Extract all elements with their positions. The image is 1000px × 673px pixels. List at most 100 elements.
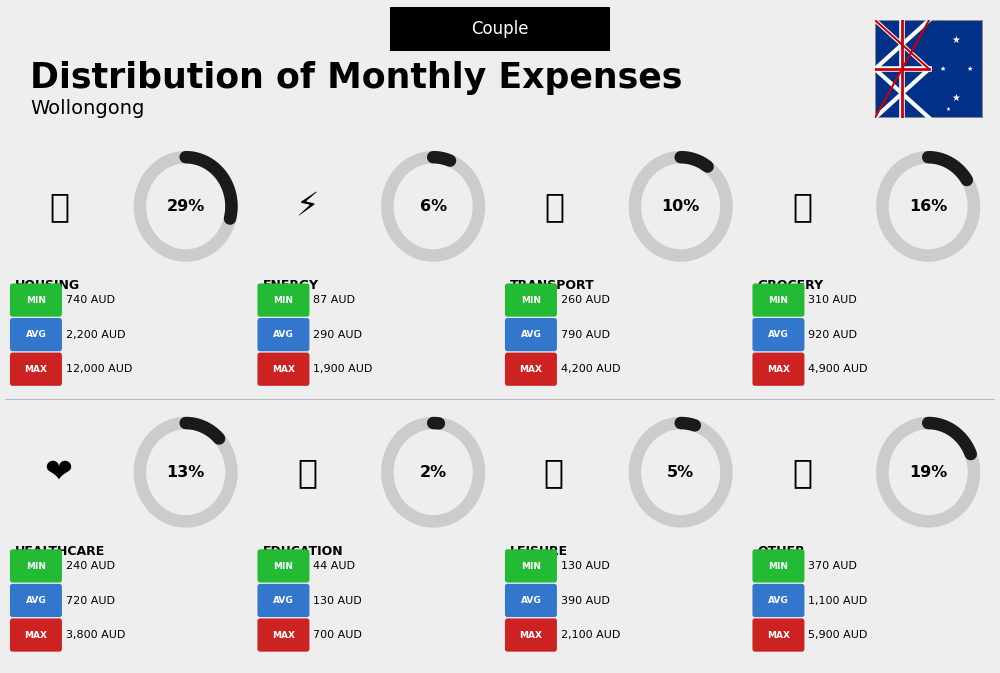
Text: MIN: MIN [26,561,46,571]
Text: 130 AUD: 130 AUD [313,596,362,606]
Text: 10%: 10% [662,199,700,214]
FancyBboxPatch shape [752,283,804,317]
FancyBboxPatch shape [257,584,309,617]
Text: 390 AUD: 390 AUD [561,596,610,606]
Text: ★: ★ [945,108,950,112]
Text: LEISURE: LEISURE [510,545,568,559]
Text: 1,100 AUD: 1,100 AUD [808,596,867,606]
FancyBboxPatch shape [505,618,557,651]
Text: AVG: AVG [521,330,541,339]
Text: 240 AUD: 240 AUD [66,561,115,571]
Text: Couple: Couple [471,20,529,38]
FancyBboxPatch shape [257,283,309,317]
Text: Wollongong: Wollongong [30,100,144,118]
Text: 720 AUD: 720 AUD [66,596,115,606]
Text: MIN: MIN [768,295,788,305]
FancyBboxPatch shape [257,318,309,351]
Text: MAX: MAX [519,631,542,639]
Text: 310 AUD: 310 AUD [808,295,857,306]
Text: HOUSING: HOUSING [15,279,80,293]
FancyBboxPatch shape [257,549,309,583]
Text: AVG: AVG [521,596,541,605]
Text: 290 AUD: 290 AUD [313,330,362,340]
Text: 1,900 AUD: 1,900 AUD [313,364,373,374]
Text: ★: ★ [952,35,960,44]
Text: AVG: AVG [273,330,294,339]
Text: ❤️: ❤️ [45,456,73,489]
Text: MIN: MIN [273,561,293,571]
Text: MAX: MAX [767,631,790,639]
Text: 4,200 AUD: 4,200 AUD [561,364,620,374]
Text: 370 AUD: 370 AUD [808,561,857,571]
FancyBboxPatch shape [10,618,62,651]
FancyBboxPatch shape [752,353,804,386]
Text: 19%: 19% [909,465,947,480]
Text: OTHER: OTHER [757,545,805,559]
Text: 🎓: 🎓 [297,456,317,489]
Text: AVG: AVG [26,596,46,605]
Text: Distribution of Monthly Expenses: Distribution of Monthly Expenses [30,61,682,95]
FancyBboxPatch shape [505,318,557,351]
Text: 12,000 AUD: 12,000 AUD [66,364,132,374]
FancyBboxPatch shape [752,549,804,583]
Text: AVG: AVG [768,596,789,605]
FancyBboxPatch shape [390,7,610,51]
Text: MAX: MAX [767,365,790,374]
Text: 260 AUD: 260 AUD [561,295,610,306]
Text: 2,200 AUD: 2,200 AUD [66,330,125,340]
Text: AVG: AVG [26,330,46,339]
FancyBboxPatch shape [257,618,309,651]
Text: MIN: MIN [768,561,788,571]
Text: 790 AUD: 790 AUD [561,330,610,340]
Text: 13%: 13% [167,465,205,480]
Text: 130 AUD: 130 AUD [561,561,609,571]
FancyBboxPatch shape [10,549,62,583]
FancyBboxPatch shape [10,318,62,351]
Text: MAX: MAX [272,631,295,639]
Text: AVG: AVG [768,330,789,339]
FancyBboxPatch shape [505,283,557,317]
Text: 920 AUD: 920 AUD [808,330,857,340]
Text: GROCERY: GROCERY [757,279,824,293]
FancyBboxPatch shape [752,318,804,351]
Text: 4,900 AUD: 4,900 AUD [808,364,868,374]
FancyBboxPatch shape [752,618,804,651]
FancyBboxPatch shape [257,353,309,386]
Text: 29%: 29% [167,199,205,214]
FancyBboxPatch shape [505,584,557,617]
Text: MAX: MAX [519,365,542,374]
FancyBboxPatch shape [505,353,557,386]
FancyBboxPatch shape [752,584,804,617]
Text: 87 AUD: 87 AUD [313,295,355,306]
Text: 16%: 16% [909,199,947,214]
Text: 👜: 👜 [792,456,812,489]
Text: ★: ★ [939,66,946,72]
Text: MIN: MIN [273,295,293,305]
FancyBboxPatch shape [10,283,62,317]
Text: 🛍️: 🛍️ [544,456,564,489]
Text: ★: ★ [952,94,960,103]
Text: 700 AUD: 700 AUD [313,630,362,640]
Text: 🚌: 🚌 [544,190,564,223]
Text: MAX: MAX [272,365,295,374]
Text: 2,100 AUD: 2,100 AUD [561,630,620,640]
Text: 2%: 2% [420,465,447,480]
Text: HEALTHCARE: HEALTHCARE [15,545,105,559]
Text: MIN: MIN [521,561,541,571]
FancyBboxPatch shape [505,549,557,583]
Text: MAX: MAX [24,631,47,639]
Text: MIN: MIN [521,295,541,305]
Text: 3,800 AUD: 3,800 AUD [66,630,125,640]
Text: 44 AUD: 44 AUD [313,561,355,571]
Text: 5%: 5% [667,465,694,480]
Text: AVG: AVG [273,596,294,605]
Text: ⚡: ⚡ [295,190,319,223]
Text: EDUCATION: EDUCATION [262,545,343,559]
Text: MAX: MAX [24,365,47,374]
Text: 🏢: 🏢 [49,190,69,223]
Text: 6%: 6% [420,199,447,214]
Text: 🛒: 🛒 [792,190,812,223]
FancyBboxPatch shape [10,584,62,617]
Text: 5,900 AUD: 5,900 AUD [808,630,868,640]
Text: TRANSPORT: TRANSPORT [510,279,595,293]
